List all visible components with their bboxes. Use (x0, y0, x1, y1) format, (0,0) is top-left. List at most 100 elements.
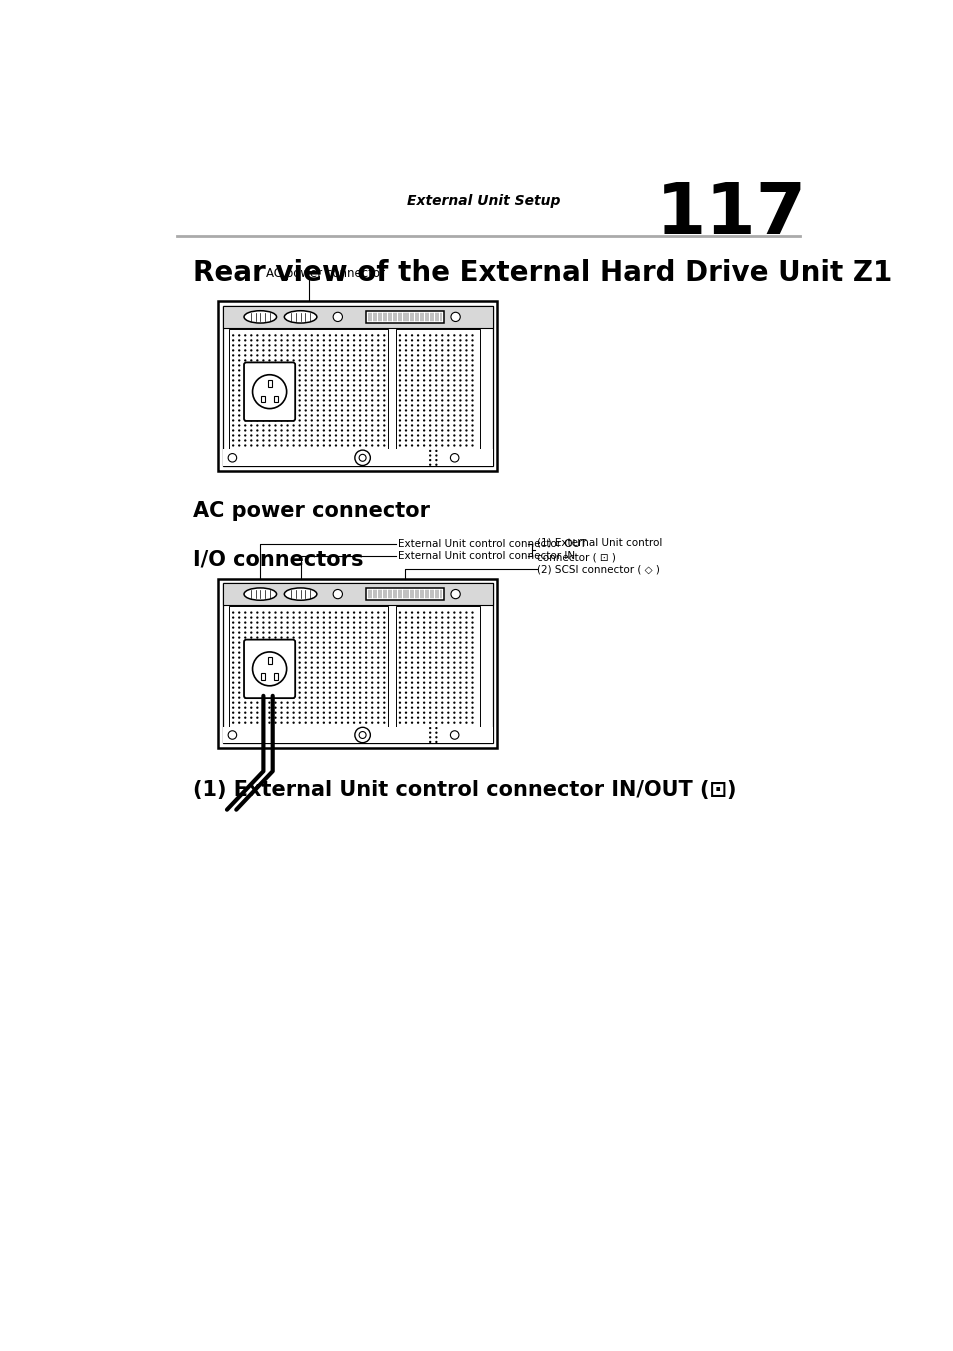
Circle shape (268, 430, 271, 431)
Circle shape (365, 339, 367, 342)
Circle shape (435, 334, 436, 336)
Circle shape (340, 384, 343, 386)
Circle shape (268, 692, 271, 694)
Circle shape (322, 721, 325, 724)
Circle shape (383, 662, 385, 663)
Circle shape (333, 312, 342, 322)
Circle shape (465, 616, 467, 619)
Circle shape (429, 631, 431, 634)
Circle shape (422, 627, 425, 628)
Circle shape (371, 646, 373, 648)
Circle shape (322, 707, 325, 709)
Circle shape (244, 374, 246, 377)
Circle shape (383, 646, 385, 648)
Circle shape (244, 384, 246, 386)
Circle shape (453, 415, 455, 416)
Circle shape (383, 415, 385, 416)
Circle shape (298, 345, 300, 347)
Text: connector ( ⊡ ): connector ( ⊡ ) (537, 553, 616, 562)
Circle shape (274, 384, 276, 386)
Circle shape (353, 642, 355, 644)
Circle shape (365, 359, 367, 362)
Circle shape (422, 716, 425, 719)
Circle shape (335, 419, 336, 422)
Circle shape (376, 424, 379, 427)
Circle shape (262, 434, 264, 436)
Circle shape (429, 374, 431, 377)
Circle shape (422, 384, 425, 386)
Circle shape (329, 439, 331, 442)
Circle shape (440, 701, 443, 704)
Circle shape (335, 384, 336, 386)
Circle shape (447, 692, 449, 694)
Circle shape (335, 439, 336, 442)
Circle shape (411, 721, 413, 724)
Circle shape (268, 616, 271, 619)
Circle shape (471, 642, 473, 644)
Circle shape (280, 434, 282, 436)
Circle shape (262, 444, 264, 447)
Circle shape (422, 434, 425, 436)
Circle shape (329, 701, 331, 704)
Circle shape (262, 677, 264, 678)
Circle shape (404, 692, 407, 694)
Circle shape (383, 671, 385, 674)
Circle shape (329, 697, 331, 698)
Circle shape (340, 359, 343, 362)
Circle shape (304, 345, 307, 347)
Circle shape (371, 712, 373, 713)
Circle shape (340, 721, 343, 724)
Circle shape (256, 692, 258, 694)
Circle shape (435, 692, 436, 694)
Circle shape (329, 409, 331, 412)
Circle shape (244, 394, 246, 397)
Circle shape (435, 365, 436, 366)
Circle shape (465, 716, 467, 719)
Circle shape (335, 334, 336, 336)
Bar (261, 396, 264, 403)
Circle shape (447, 374, 449, 377)
Circle shape (335, 430, 336, 431)
Circle shape (471, 712, 473, 713)
Circle shape (262, 621, 264, 624)
Circle shape (286, 380, 289, 381)
Circle shape (353, 646, 355, 648)
Circle shape (262, 627, 264, 628)
Circle shape (458, 365, 461, 366)
Circle shape (371, 374, 373, 377)
Circle shape (440, 394, 443, 397)
Circle shape (274, 716, 276, 719)
Circle shape (451, 312, 459, 322)
Circle shape (353, 636, 355, 639)
Circle shape (416, 677, 418, 678)
Circle shape (256, 439, 258, 442)
Circle shape (355, 450, 370, 466)
Circle shape (440, 409, 443, 412)
Circle shape (471, 686, 473, 689)
Circle shape (304, 707, 307, 709)
Circle shape (316, 345, 318, 347)
Circle shape (376, 721, 379, 724)
Circle shape (440, 621, 443, 624)
Circle shape (322, 394, 325, 397)
Circle shape (280, 646, 282, 648)
Circle shape (256, 612, 258, 613)
Circle shape (416, 415, 418, 416)
Circle shape (453, 404, 455, 407)
Circle shape (322, 612, 325, 613)
Circle shape (304, 621, 307, 624)
Circle shape (453, 369, 455, 372)
Circle shape (340, 345, 343, 347)
Circle shape (465, 384, 467, 386)
Text: External Unit control connector IN: External Unit control connector IN (397, 551, 575, 561)
Circle shape (316, 636, 318, 639)
Circle shape (316, 339, 318, 342)
Circle shape (335, 646, 336, 648)
Circle shape (398, 651, 400, 654)
Circle shape (316, 716, 318, 719)
Circle shape (353, 365, 355, 366)
Circle shape (274, 334, 276, 336)
Circle shape (262, 380, 264, 381)
Circle shape (322, 404, 325, 407)
Circle shape (280, 627, 282, 628)
